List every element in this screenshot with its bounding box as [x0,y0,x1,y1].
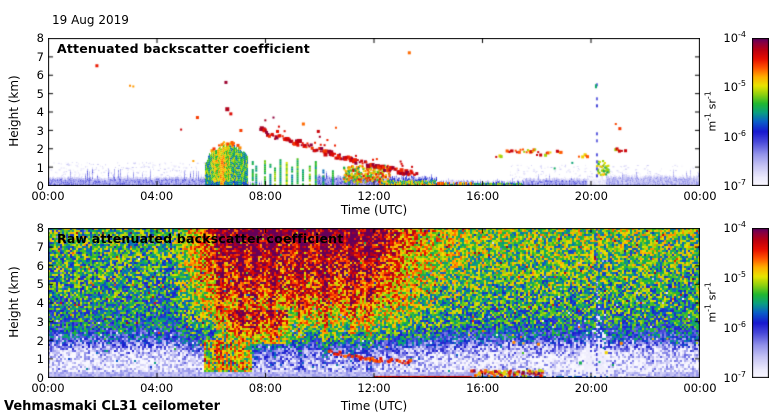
top-panel-title: Attenuated backscatter coefficient [57,41,310,56]
y-tick-label: 3 [36,123,44,138]
x-tick-label: 04:00 [140,189,174,203]
y-tick-label: 5 [36,277,44,292]
colorbar-tick-label: 10-5 [723,269,746,285]
x-tick-label: 16:00 [466,381,500,395]
date-label: 19 Aug 2019 [52,13,129,27]
y-tick-label: 1 [36,160,44,175]
y-tick-label: 2 [36,333,44,348]
bottom-x-axis-label: Time (UTC) [340,399,408,413]
top-heatmap-canvas [48,38,700,186]
y-tick-label: 8 [36,221,44,235]
y-tick-label: 2 [36,142,44,156]
y-tick-label: 8 [36,31,44,45]
x-tick-label: 20:00 [574,189,608,203]
top-y-axis-label: Height (km) [7,75,21,147]
bottom-heatmap-canvas [48,228,700,378]
bottom-y-axis-label: Height (km) [7,266,21,338]
x-tick-label: 00:00 [683,189,717,203]
x-tick-label: 00:00 [683,381,717,395]
colorbar-tick-label: 10-6 [723,320,746,335]
y-tick-label: 4 [36,296,44,310]
colorbar-tick-label: 10-5 [723,79,746,95]
x-tick-label: 08:00 [248,189,282,203]
x-tick-label: 12:00 [357,381,391,395]
x-tick-label: 16:00 [466,189,500,203]
x-tick-label: 20:00 [574,381,608,395]
colorbar-tick-label: 10-7 [723,370,746,385]
top-x-axis-label: Time (UTC) [340,203,408,217]
y-tick-label: 4 [36,105,44,119]
x-tick-label: 00:00 [31,189,65,203]
bottom-panel-title: Raw attenuated backscatter coefficient [57,231,344,246]
colorbar-tick-label: 10-4 [723,220,746,235]
y-tick-label: 6 [36,258,44,273]
colorbar-tick-label: 10-7 [723,178,746,193]
x-tick-label: 08:00 [248,381,282,395]
x-tick-label: 04:00 [140,381,174,395]
top-colorbar-canvas [752,38,769,186]
x-tick-label: 00:00 [31,381,65,395]
colorbar-tick-label: 10-4 [723,30,746,45]
colorbar-tick-label: 10-6 [723,128,746,144]
y-tick-label: 3 [36,314,44,329]
bottom-colorbar-canvas [752,228,769,378]
y-tick-label: 0 [36,371,44,385]
station-footer-label: Vehmasmaki CL31 ceilometer [4,399,221,414]
y-tick-label: 5 [36,86,44,101]
y-tick-label: 7 [36,49,44,64]
y-tick-label: 7 [36,239,44,254]
y-tick-label: 1 [36,352,44,367]
x-tick-label: 12:00 [357,189,391,203]
y-tick-label: 0 [36,179,44,193]
y-tick-label: 6 [36,68,44,82]
